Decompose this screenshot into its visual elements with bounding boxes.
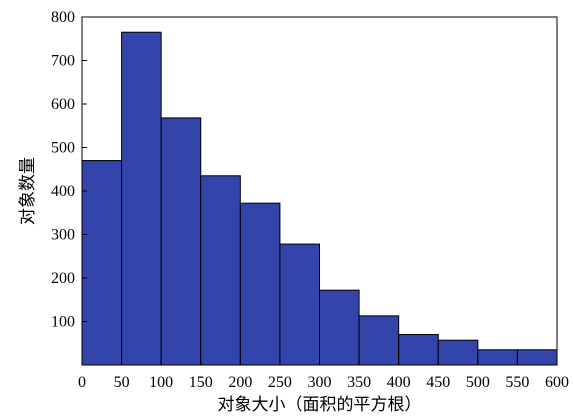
bar-150-200 [200,175,241,366]
x-tick-label: 100 [149,374,173,391]
bar-550-600 [516,349,558,366]
y-axis-title: 对象数量 [18,157,38,225]
bars-group [81,31,558,366]
y-tick-label: 700 [51,53,75,70]
x-tick-label: 400 [387,374,411,391]
x-tick-label: 500 [466,374,490,391]
x-tick-label: 0 [78,374,86,391]
y-tick-label: 300 [51,227,75,244]
bar-400-450 [398,334,439,366]
y-tick-label: 800 [51,9,75,26]
bar-200-250 [239,202,281,366]
bar-250-300 [279,243,320,366]
y-axis-ticks: 100 200 300 400 500 600 700 800 [51,9,87,331]
x-tick-label: 300 [308,374,332,391]
bar-350-400 [358,315,400,366]
x-axis-title: 对象大小（面积的平方根） [218,395,422,415]
y-tick-label: 400 [51,183,75,200]
x-tick-label: 600 [545,374,569,391]
bar-300-350 [319,289,360,366]
x-tick-label: 150 [189,374,213,391]
y-tick-label: 600 [51,96,75,113]
y-tick-label: 500 [51,140,75,157]
x-axis-ticks: 0 50 100 150 200 250 300 350 400 450 500 550 600 [78,360,569,391]
bar-450-500 [437,339,479,366]
x-tick-label: 200 [228,374,252,391]
bar-0-50 [81,160,123,366]
x-tick-label: 450 [426,374,450,391]
x-tick-label: 50 [114,374,130,391]
x-tick-label: 250 [268,374,292,391]
bar-500-550 [477,349,518,366]
x-tick-label: 550 [505,374,529,391]
bar-50-100 [121,31,162,366]
y-tick-label: 200 [51,270,75,287]
bar-100-150 [160,117,202,366]
y-tick-label: 100 [51,314,75,331]
x-tick-label: 350 [347,374,371,391]
